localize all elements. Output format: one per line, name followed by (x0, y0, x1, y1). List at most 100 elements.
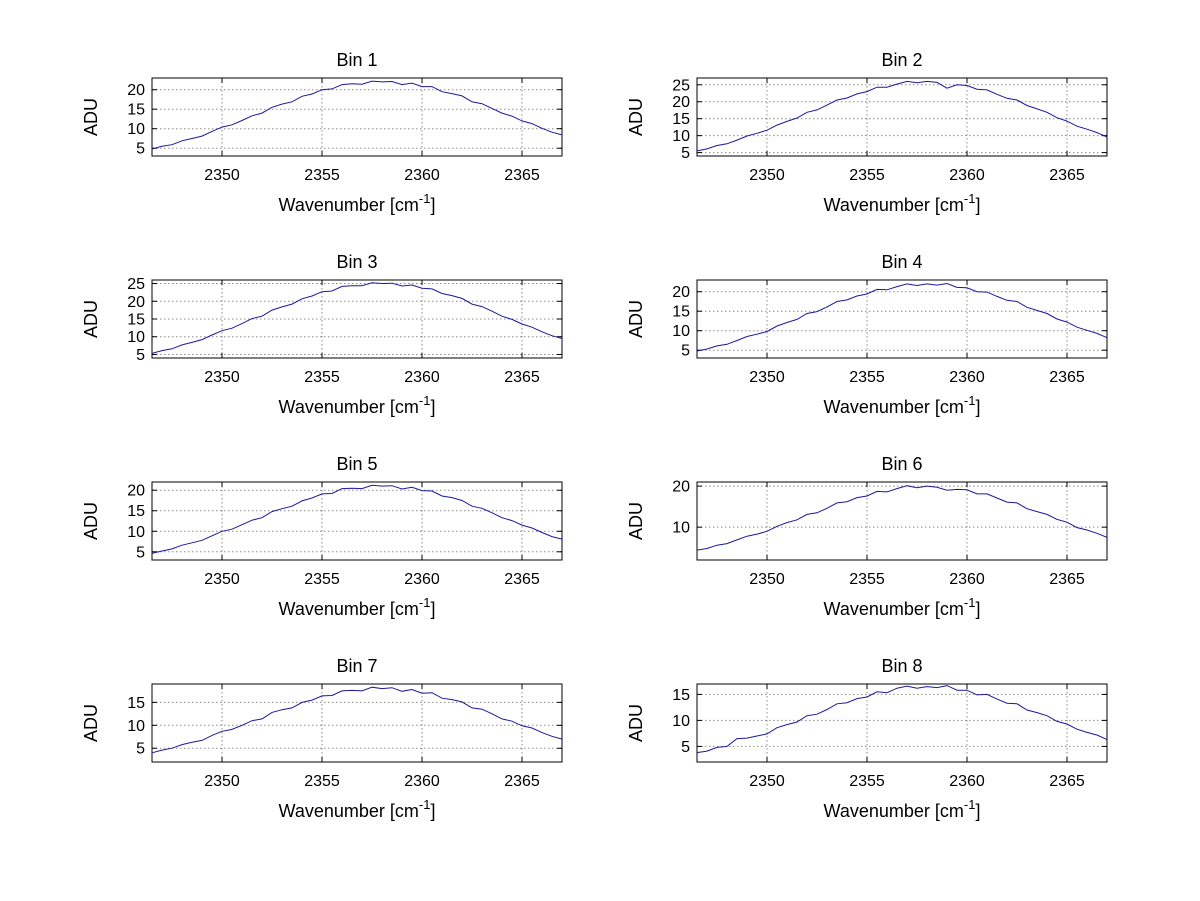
tick-marks (697, 78, 1107, 156)
y-tick-label: 20 (672, 284, 690, 301)
x-tick-label: 2355 (304, 369, 340, 386)
x-tick-label: 2355 (304, 167, 340, 184)
x-tick-label: 2365 (1049, 369, 1085, 386)
subplot-title: Bin 6 (881, 454, 922, 474)
x-tick-label: 2350 (204, 369, 240, 386)
y-axis-label: ADU (81, 704, 101, 742)
y-tick-label: 10 (672, 128, 690, 145)
x-tick-label: 2350 (204, 167, 240, 184)
subplot-svg: Bin 7 5 10 15 2350 2355 2360 2365 ADU Wavenumber … (81, 656, 563, 821)
x-tick-label: 2360 (949, 369, 985, 386)
x-tick-label: 2350 (749, 369, 785, 386)
y-tick-label: 5 (681, 739, 690, 756)
x-tick-label: 2355 (304, 571, 340, 588)
x-tick-label: 2360 (404, 773, 440, 790)
x-tick-label: 2365 (504, 773, 540, 790)
subplot-svg: Bin 4 5 10 15 20 2350 2355 2360 2365 ADU Wavenumbe… (626, 252, 1108, 417)
y-tick-label: 5 (136, 741, 145, 758)
y-axis-label: ADU (626, 704, 646, 742)
x-tick-label: 2355 (849, 773, 885, 790)
x-axis-label: Wavenumber [cm-1] (279, 191, 436, 215)
y-tick-label: 20 (672, 479, 690, 496)
subplot-title: Bin 8 (881, 656, 922, 676)
x-tick-label: 2350 (749, 571, 785, 588)
y-tick-label: 10 (127, 121, 145, 138)
y-axis-label: ADU (81, 98, 101, 136)
subplot-title: Bin 7 (336, 656, 377, 676)
y-tick-label: 25 (127, 276, 145, 293)
tick-marks (152, 78, 562, 156)
x-axis-label: Wavenumber [cm-1] (279, 595, 436, 619)
x-tick-label: 2350 (204, 571, 240, 588)
plot-box (151, 683, 563, 763)
subplot-bin-2: Bin 2 5 10 15 20 25 2350 2355 2360 2365 ADU Wavenum… (602, 48, 1147, 245)
gridlines (152, 78, 562, 156)
x-axis-label: Wavenumber [cm-1] (824, 595, 981, 619)
x-tick-label: 2365 (1049, 167, 1085, 184)
subplot-bin-6: Bin 6 10 20 2350 2355 2360 2365 ADU Wavenumber [… (602, 452, 1147, 649)
subplot-svg: Bin 6 10 20 2350 2355 2360 2365 ADU Wavenumber [… (626, 454, 1108, 619)
plot-box (151, 481, 563, 561)
x-tick-label: 2360 (404, 369, 440, 386)
subplot-bin-3: Bin 3 5 10 15 20 25 2350 2355 2360 2365 ADU Wavenum… (57, 250, 602, 447)
subplot-title: Bin 4 (881, 252, 922, 272)
subplot-svg: Bin 1 5 10 15 20 2350 2355 2360 2365 ADU Wavenumbe… (81, 50, 563, 215)
x-tick-label: 2350 (749, 773, 785, 790)
y-tick-label: 5 (681, 343, 690, 360)
y-tick-label: 20 (127, 294, 145, 311)
y-tick-label: 15 (672, 304, 690, 321)
subplot-title: Bin 2 (881, 50, 922, 70)
y-axis-label: ADU (81, 502, 101, 540)
x-tick-label: 2350 (204, 773, 240, 790)
x-axis-label: Wavenumber [cm-1] (824, 191, 981, 215)
x-tick-label: 2360 (404, 571, 440, 588)
y-tick-label: 20 (127, 82, 145, 99)
subplot-svg: Bin 8 5 10 15 2350 2355 2360 2365 ADU Wavenumber … (626, 656, 1108, 821)
y-tick-label: 15 (672, 687, 690, 704)
subplot-bin-5: Bin 5 5 10 15 20 2350 2355 2360 2365 ADU Wavenumbe… (57, 452, 602, 649)
subplot-title: Bin 1 (336, 50, 377, 70)
plot-box (696, 279, 1108, 359)
gridlines (697, 280, 1107, 358)
x-tick-label: 2365 (504, 369, 540, 386)
y-tick-label: 15 (127, 312, 145, 329)
subplot-title: Bin 5 (336, 454, 377, 474)
data-line (151, 686, 563, 754)
data-line (151, 484, 563, 554)
y-tick-label: 10 (672, 323, 690, 340)
tick-marks (697, 684, 1107, 762)
subplot-svg: Bin 5 5 10 15 20 2350 2355 2360 2365 ADU Wavenumbe… (81, 454, 563, 619)
y-tick-label: 15 (127, 102, 145, 119)
data-line (696, 485, 1108, 551)
y-tick-label: 10 (672, 713, 690, 730)
y-tick-label: 20 (127, 483, 145, 500)
data-line (151, 80, 563, 150)
y-tick-label: 25 (672, 77, 690, 94)
y-tick-label: 5 (681, 145, 690, 162)
gridlines (152, 684, 562, 762)
x-tick-label: 2365 (1049, 773, 1085, 790)
plot-box (151, 77, 563, 157)
plot-box (696, 481, 1108, 561)
gridlines (152, 280, 562, 358)
y-tick-label: 10 (672, 520, 690, 537)
gridlines (152, 482, 562, 560)
y-axis-label: ADU (81, 300, 101, 338)
x-axis-label: Wavenumber [cm-1] (279, 393, 436, 417)
x-axis-label: Wavenumber [cm-1] (824, 797, 981, 821)
subplot-bin-1: Bin 1 5 10 15 20 2350 2355 2360 2365 ADU Wavenumbe… (57, 48, 602, 245)
y-tick-label: 15 (672, 111, 690, 128)
x-tick-label: 2350 (749, 167, 785, 184)
y-tick-label: 15 (127, 695, 145, 712)
data-line (696, 80, 1108, 152)
x-tick-label: 2355 (849, 167, 885, 184)
x-tick-label: 2365 (1049, 571, 1085, 588)
x-tick-label: 2355 (849, 571, 885, 588)
data-line (696, 685, 1108, 754)
x-tick-label: 2355 (304, 773, 340, 790)
tick-marks (152, 280, 562, 358)
y-tick-label: 5 (136, 347, 145, 364)
x-tick-label: 2360 (949, 571, 985, 588)
